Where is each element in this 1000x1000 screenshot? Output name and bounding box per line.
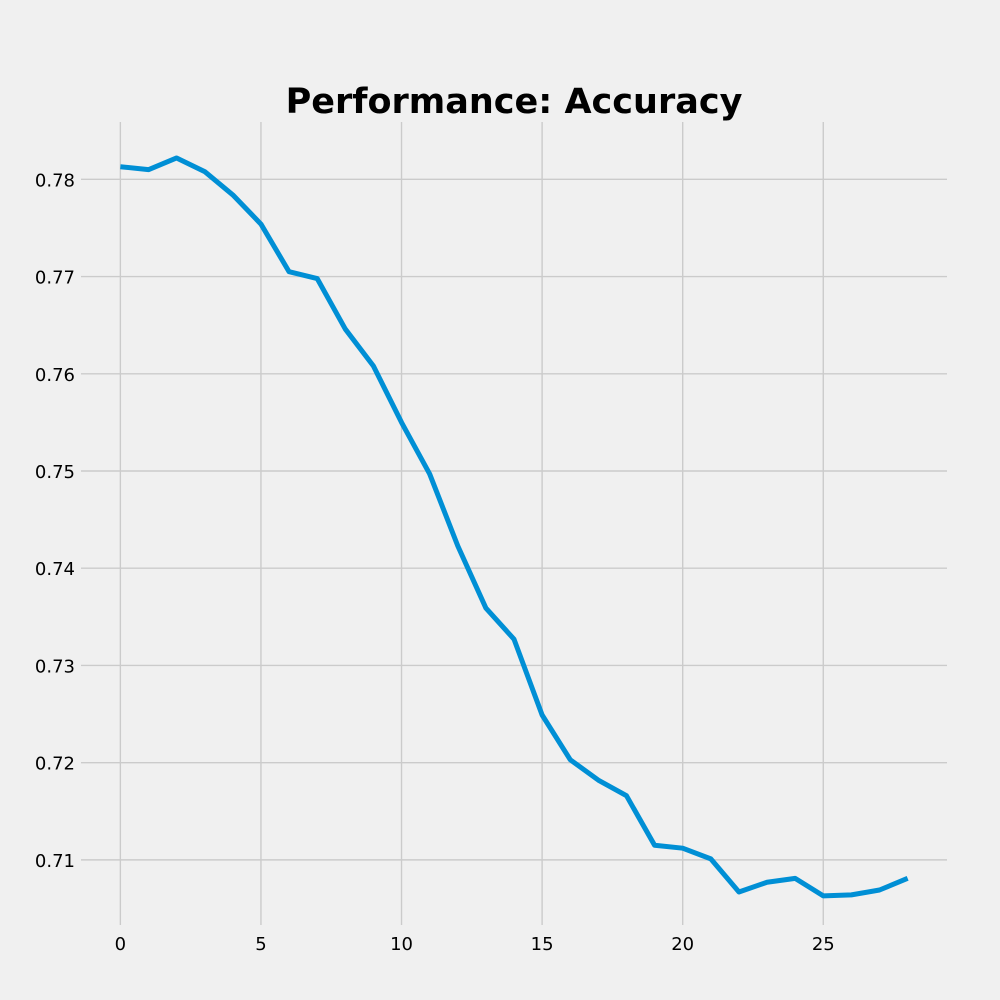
- y-tick-label: 0.71: [35, 851, 75, 872]
- tick-labels: 0 5 10 15 20 25 0.71 0.72 0.73 0.74 0.75 0.76 0.77 0.…: [35, 170, 835, 955]
- x-tick-label: 0: [115, 934, 126, 955]
- x-tick-label: 10: [390, 934, 413, 955]
- x-tick-label: 25: [812, 934, 835, 955]
- grid-layer: [81, 122, 947, 925]
- chart-title: Performance: Accuracy: [286, 82, 743, 122]
- y-tick-label: 0.78: [35, 170, 75, 191]
- series-layer: [120, 155, 909, 899]
- x-tick-label: 5: [255, 934, 266, 955]
- y-tick-label: 0.76: [35, 365, 75, 386]
- x-tick-label: 15: [531, 934, 554, 955]
- y-tick-label: 0.74: [35, 559, 75, 580]
- y-tick-label: 0.73: [35, 656, 75, 677]
- accuracy-series-line: [120, 155, 909, 899]
- x-tick-label: 20: [671, 934, 694, 955]
- y-tick-label: 0.77: [35, 268, 75, 289]
- y-tick-label: 0.72: [35, 754, 75, 775]
- y-tick-label: 0.75: [35, 462, 75, 483]
